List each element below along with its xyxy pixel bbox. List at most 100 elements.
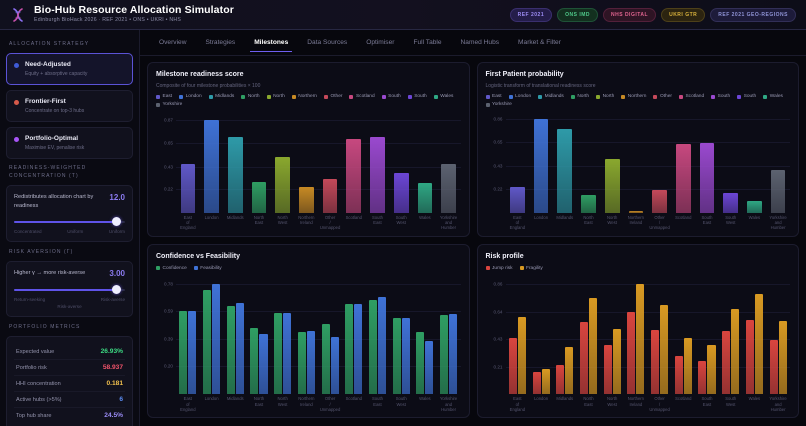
bar[interactable] (180, 163, 196, 213)
legend-item[interactable]: South (737, 94, 756, 99)
bar[interactable] (188, 311, 197, 395)
bar-group[interactable] (176, 111, 200, 213)
bar[interactable] (745, 319, 754, 395)
bar[interactable] (299, 187, 314, 213)
bar[interactable] (628, 210, 644, 213)
bar-group[interactable] (342, 111, 366, 213)
bar-group[interactable] (389, 275, 413, 395)
bar[interactable] (306, 330, 315, 395)
legend-item[interactable]: East (156, 94, 172, 99)
legend-item[interactable]: Midlands (538, 94, 564, 99)
bar[interactable] (508, 337, 517, 395)
bar-group[interactable] (719, 111, 743, 213)
bar-group[interactable] (437, 275, 461, 395)
bar[interactable] (345, 304, 354, 395)
bar-group[interactable] (624, 111, 648, 213)
bar[interactable] (532, 372, 541, 395)
bar-group[interactable] (247, 111, 271, 213)
legend-item[interactable]: North (266, 94, 285, 99)
legend-item[interactable]: Feasibility (193, 266, 222, 271)
tab-strategies[interactable]: Strategies (205, 39, 236, 46)
bar[interactable] (370, 136, 385, 213)
bar[interactable] (283, 312, 292, 395)
concentration-slider[interactable] (14, 217, 125, 227)
slider-thumb[interactable] (112, 217, 122, 226)
bar[interactable] (259, 333, 268, 395)
bar-group[interactable] (553, 111, 577, 213)
bar[interactable] (377, 297, 387, 395)
legend-item[interactable]: London (508, 94, 531, 99)
bar[interactable] (251, 181, 267, 213)
bar-group[interactable] (766, 275, 790, 395)
bar-group[interactable] (506, 111, 530, 213)
tab-overview[interactable]: Overview (159, 39, 187, 46)
bar-group[interactable] (366, 111, 390, 213)
bar[interactable] (449, 314, 458, 395)
bar-group[interactable] (295, 111, 319, 213)
bar[interactable] (675, 143, 691, 213)
bar[interactable] (707, 345, 716, 395)
bar[interactable] (533, 118, 549, 213)
bar[interactable] (722, 331, 731, 395)
bar[interactable] (204, 119, 219, 213)
header-badge[interactable]: REF 2021 (509, 7, 553, 22)
legend-item[interactable]: London (179, 94, 202, 99)
bar-group[interactable] (600, 275, 624, 395)
strategy-card[interactable]: Frontier-First Concentrate on top-3 hubs (6, 90, 133, 122)
bar-group[interactable] (200, 111, 224, 213)
legend-item[interactable]: North (596, 94, 614, 99)
tab-milestones[interactable]: Milestones (250, 33, 293, 52)
bar[interactable] (440, 315, 449, 395)
legend-item[interactable]: Confidence (156, 266, 187, 271)
bar[interactable] (393, 173, 409, 213)
bar[interactable] (565, 346, 574, 395)
bar[interactable] (416, 332, 425, 395)
bar[interactable] (274, 312, 283, 395)
bar-group[interactable] (247, 275, 271, 395)
bar[interactable] (588, 297, 597, 395)
bar[interactable] (235, 302, 244, 395)
strategy-card[interactable]: Portfolio-Optimal Maximise EV, penalise r… (6, 127, 133, 159)
bar-group[interactable] (342, 275, 366, 395)
bar-group[interactable] (648, 111, 672, 213)
bar[interactable] (517, 317, 526, 395)
legend-item[interactable]: Scotland (678, 94, 704, 99)
legend-item[interactable]: North (570, 94, 589, 99)
bar-group[interactable] (366, 275, 390, 395)
bar-group[interactable] (743, 275, 767, 395)
bar[interactable] (604, 159, 620, 213)
bar-group[interactable] (600, 111, 624, 213)
bar[interactable] (212, 284, 221, 395)
tab-optimiser[interactable]: Optimiser (366, 39, 395, 46)
bar-group[interactable] (671, 275, 695, 395)
legend-item[interactable]: South (407, 94, 427, 99)
bar-group[interactable] (648, 275, 672, 395)
bar-group[interactable] (719, 275, 743, 395)
legend-item[interactable]: Scotland (349, 94, 375, 99)
bar[interactable] (510, 186, 525, 213)
tab-market-filter[interactable]: Market & Filter (518, 39, 561, 46)
tab-named-hubs[interactable]: Named Hubs (460, 39, 500, 46)
legend-item[interactable]: Wales (433, 94, 453, 99)
bar[interactable] (612, 328, 621, 395)
bar[interactable] (651, 329, 660, 395)
legend-item[interactable]: East (485, 94, 502, 99)
bar-group[interactable] (553, 275, 577, 395)
legend-item[interactable]: Other (653, 94, 672, 99)
legend-item[interactable]: Midlands (208, 94, 234, 99)
bar[interactable] (636, 283, 645, 395)
bar[interactable] (346, 138, 362, 213)
bar[interactable] (627, 311, 636, 395)
bar[interactable] (581, 195, 596, 213)
legend-item[interactable]: Fragility (519, 266, 543, 271)
bar[interactable] (660, 305, 669, 395)
bar[interactable] (297, 332, 306, 395)
bar[interactable] (227, 136, 243, 213)
bar[interactable] (250, 328, 259, 395)
legend-item[interactable]: North (241, 94, 260, 99)
bar[interactable] (275, 157, 290, 213)
bar-group[interactable] (413, 111, 437, 213)
bar[interactable] (683, 337, 692, 395)
bar-group[interactable] (743, 111, 767, 213)
bar-group[interactable] (506, 275, 530, 395)
